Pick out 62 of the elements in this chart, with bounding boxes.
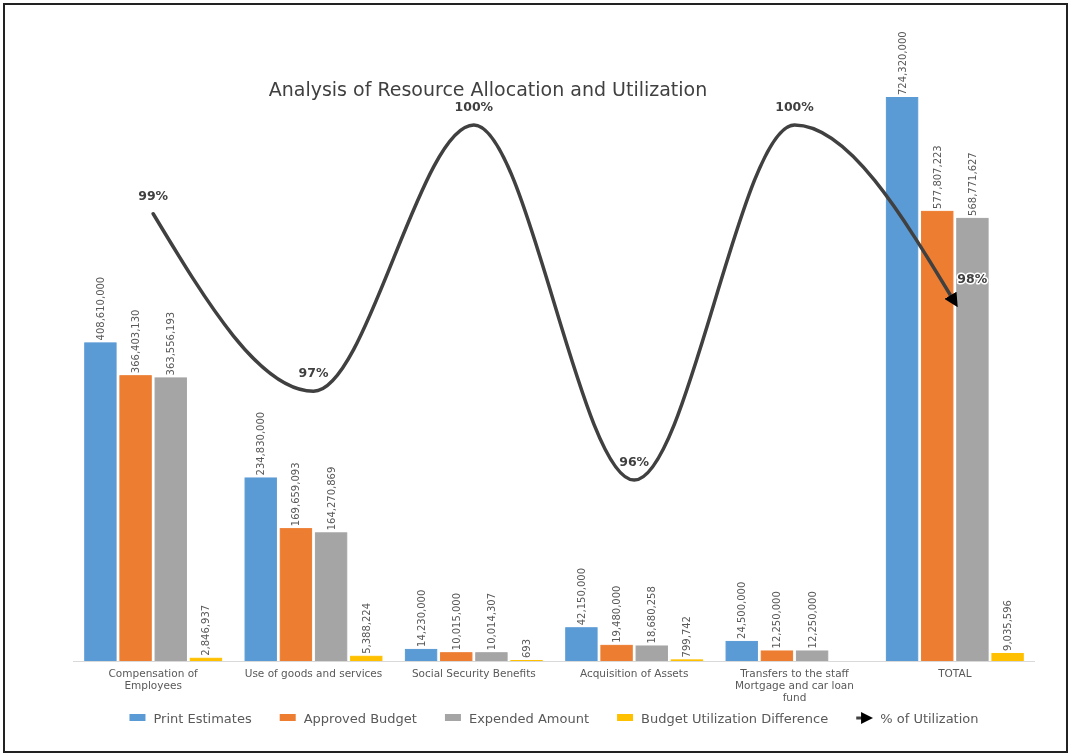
legend-label: Print Estimates [153,711,252,726]
x-tick-label: Acquisition of Assets [579,667,689,679]
data-label: 2,846,937 [200,604,212,656]
x-tick-label: Transfers to the staff Mortgage and car loan fund [735,667,854,703]
data-label: 96% [619,454,650,469]
data-label: 100% [454,99,494,114]
data-label: 99% [138,187,169,203]
bar [921,210,954,661]
bar [440,652,473,661]
legend-label: Budget Utilization Difference [641,711,829,726]
data-label: 42,150,000 [575,567,587,626]
legend-label: Expended Amount [468,711,590,726]
x-tick-label: Social Security Benefits [411,667,536,679]
bar [314,532,348,661]
bar [565,627,598,661]
data-label: 164,270,869 [325,466,337,531]
data-label: 12,250,000 [771,591,783,649]
bar [600,644,633,661]
x-tick-label: Use of goods and services [244,667,383,679]
legend-label: % of Utilization [880,711,979,726]
data-label: 12,250,000 [806,591,818,649]
bar [725,640,758,661]
bar [244,477,277,661]
bar [154,377,187,661]
data-label: 366,403,130 [130,309,142,374]
bar [189,657,223,661]
data-label: 363,556,193 [165,311,177,376]
data-label: 97% [298,365,329,381]
bar [956,217,989,661]
legend-label: Approved Budget [303,711,417,726]
data-label: 408,610,000 [94,276,106,341]
bar [84,342,117,661]
data-label: 9,035,596 [1002,600,1014,651]
x-tick-label: Compensation of Employees [108,667,199,691]
data-label: 799,742 [681,616,693,658]
bar [350,655,383,661]
x-tick-label: TOTAL [937,667,972,679]
data-label: 724,320,000 [896,31,908,95]
data-label: 693 [521,638,533,658]
bar [760,650,794,661]
data-label: 100% [775,99,815,114]
bar [475,652,508,661]
bar [991,652,1024,661]
data-label: 14,230,000 [415,589,427,647]
data-label: 19,480,000 [611,585,623,643]
data-label: 18,680,258 [646,586,658,644]
bar [885,97,919,661]
bar [279,528,313,661]
data-label: 5,388,224 [360,602,372,654]
data-label: 568,771,627 [966,152,978,216]
data-label: 169,659,093 [290,462,302,527]
bar [795,650,829,661]
data-label: 10,014,307 [485,592,497,651]
data-label: 10,015,000 [450,592,462,651]
data-label: 234,830,000 [255,411,267,476]
data-label: 577,807,223 [931,145,943,209]
bar [119,375,152,661]
bar [404,648,438,661]
data-label: 24,500,000 [736,581,748,639]
chart-title: Analysis of Resource Allocation and Utilization [268,78,708,100]
data-label: 98% [957,270,988,286]
bar [635,645,668,661]
